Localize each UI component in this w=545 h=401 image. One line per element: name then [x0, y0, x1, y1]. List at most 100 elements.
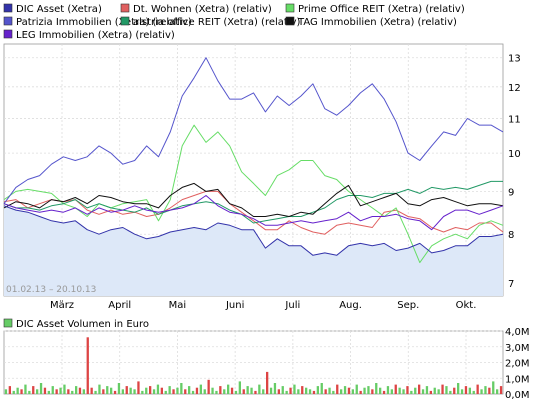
- legend-label: alstria office REIT (Xetra) (relativ): [133, 17, 301, 28]
- volume-bar: [320, 383, 323, 394]
- volume-bar: [180, 383, 183, 394]
- volume-bar: [262, 389, 265, 394]
- volume-bar: [191, 390, 195, 394]
- volume-bar: [176, 387, 179, 394]
- volume-bar: [168, 386, 171, 394]
- volume-bar: [347, 387, 351, 394]
- volume-chart: 0,0M 1,0M 2,0M 3,0M 4,0M: [3, 327, 530, 401]
- legend-label: LEG Immobilien (Xetra) (relativ): [16, 30, 175, 41]
- volume-bar: [386, 386, 390, 394]
- volume-bar: [394, 384, 397, 394]
- volume-bar: [254, 390, 257, 394]
- volume-bar: [113, 390, 117, 394]
- main-legend: DIC Asset (Xetra) Dt. Wohnen (Xetra) (rel…: [3, 3, 465, 41]
- volume-bar: [457, 383, 460, 394]
- volume-bar: [476, 384, 479, 394]
- series-line: [3, 195, 504, 231]
- volume-bar: [480, 389, 483, 394]
- volume-bar: [406, 386, 409, 394]
- volume-bar: [316, 386, 319, 394]
- legend-swatch: [3, 16, 13, 26]
- series-line: [3, 190, 504, 235]
- volume-bar: [24, 384, 27, 394]
- volume-bar: [375, 383, 378, 394]
- volume-bar: [12, 390, 15, 394]
- volume-bar: [379, 387, 382, 394]
- x-tick-label: April: [108, 300, 131, 311]
- volume-bar: [496, 389, 499, 394]
- volume-bar: [8, 386, 11, 394]
- series-line: [3, 124, 504, 264]
- x-tick-label: Sep.: [397, 300, 419, 311]
- volume-bar: [250, 387, 253, 394]
- legend-swatch: [120, 3, 130, 13]
- volume-bar: [129, 387, 132, 394]
- volume-bar: [425, 386, 429, 394]
- legend-swatch: [120, 16, 130, 26]
- volume-bar: [106, 386, 109, 394]
- volume-legend: DIC Asset Volumen in Euro: [3, 318, 149, 330]
- legend-label: Dt. Wohnen (Xetra) (relativ): [133, 4, 272, 15]
- legend-swatch: [3, 318, 13, 328]
- volume-bar: [308, 389, 312, 394]
- volume-bar: [453, 387, 456, 394]
- volume-bar: [242, 389, 245, 394]
- volume-bar: [402, 389, 405, 394]
- y-tick-label: 9: [508, 187, 514, 198]
- series-line: [3, 182, 504, 217]
- volume-bar: [234, 390, 238, 394]
- volume-bar: [410, 390, 413, 394]
- volume-bar: [145, 387, 148, 394]
- volume-bar: [110, 387, 113, 394]
- volume-bar: [51, 386, 54, 394]
- volume-bar: [20, 389, 23, 394]
- volume-bar: [199, 384, 202, 394]
- legend-label: Prime Office REIT (Xetra) (relativ): [298, 4, 465, 15]
- series-area: [4, 205, 503, 296]
- volume-bar: [152, 389, 156, 394]
- volume-bar: [418, 384, 421, 394]
- series-line: [3, 205, 504, 256]
- volume-bar: [367, 386, 370, 394]
- volume-bar: [86, 337, 89, 394]
- volume-bar: [398, 387, 401, 394]
- volume-bar: [238, 381, 241, 394]
- y-tick-label: 13: [508, 54, 521, 65]
- volume-bar: [429, 390, 432, 394]
- volume-bar: [184, 389, 187, 394]
- volume-bar: [328, 387, 331, 394]
- y-tick-label: 7: [508, 279, 514, 290]
- volume-bar: [82, 389, 85, 394]
- volume-bar: [460, 389, 464, 394]
- volume-bar: [312, 390, 316, 394]
- volume-tick-label: 2,0M: [505, 359, 530, 370]
- volume-bar: [472, 390, 475, 394]
- volume-bar: [293, 384, 296, 394]
- series-line: [3, 180, 503, 224]
- x-tick-label: Okt.: [456, 300, 477, 311]
- volume-bar: [468, 387, 471, 394]
- volume-bar: [499, 386, 503, 394]
- volume-bar: [340, 389, 343, 394]
- legend-label: DIC Asset Volumen in Euro: [16, 319, 149, 330]
- legend-label: TAG Immobilien (Xetra) (relativ): [297, 17, 457, 28]
- volume-bar: [43, 387, 47, 394]
- volume-bar: [421, 389, 425, 394]
- volume-bar: [266, 371, 269, 394]
- legend-swatch: [285, 16, 295, 26]
- volume-bar: [16, 387, 19, 394]
- legend-swatch: [285, 3, 295, 13]
- volume-bar: [75, 386, 78, 394]
- volume-bar: [351, 389, 354, 394]
- legend-swatch: [3, 3, 13, 13]
- volume-bar: [156, 384, 160, 394]
- volume-bar: [207, 379, 210, 394]
- volume-bar: [164, 390, 167, 394]
- volume-bar: [277, 389, 280, 394]
- volume-bar: [297, 389, 300, 394]
- legend-label: Patrizia Immobilien (Xetra) (relativ): [16, 17, 192, 28]
- x-tick-label: März: [50, 300, 74, 311]
- volume-bar: [211, 387, 214, 394]
- volume-tick-label: 0,0M: [505, 390, 530, 401]
- volume-bar: [195, 387, 199, 394]
